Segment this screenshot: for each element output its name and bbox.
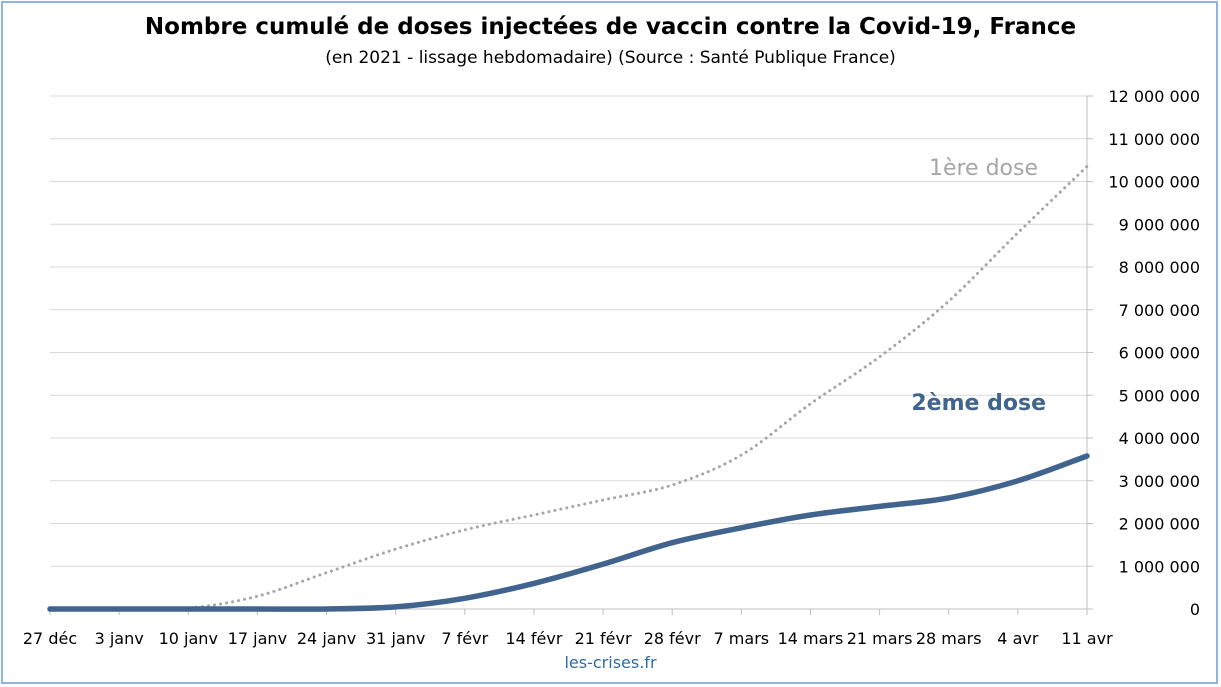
y-tick-label: 11 000 000 [1108, 130, 1200, 149]
x-tick-label: 31 janv [366, 629, 425, 648]
y-tick-label: 4 000 000 [1119, 429, 1200, 448]
y-tick-label: 1 000 000 [1119, 557, 1200, 576]
x-tick-label: 3 janv [95, 629, 144, 648]
x-tick-label: 21 févr [575, 629, 632, 648]
x-tick-label: 14 févr [505, 629, 562, 648]
y-tick-label: 10 000 000 [1108, 173, 1200, 192]
x-tick-label: 24 janv [297, 629, 356, 648]
x-tick-label: 14 mars [778, 629, 844, 648]
series-line-1 [48, 165, 1089, 611]
x-tick-label: 28 mars [916, 629, 982, 648]
series-lines [47, 165, 1090, 612]
y-tick-label: 12 000 000 [1108, 87, 1200, 106]
chart-subtitle: (en 2021 - lissage hebdomadaire) (Source… [325, 48, 896, 68]
x-tick-label: 27 déc [23, 629, 77, 648]
x-tick-label: 4 avr [997, 629, 1039, 648]
gridlines [50, 95, 1087, 567]
x-tick-label: 11 avr [1061, 629, 1113, 648]
y-tick-label: 7 000 000 [1119, 301, 1200, 320]
x-tick-label: 10 janv [159, 629, 218, 648]
y-tick-label: 8 000 000 [1119, 258, 1200, 277]
x-tick-label: 28 févr [644, 629, 701, 648]
y-tick-label: 6 000 000 [1119, 344, 1200, 363]
chart-title: Nombre cumulé de doses injectées de vacc… [144, 14, 1077, 40]
source-credit: les-crises.fr [564, 653, 657, 672]
x-tick-label: 7 mars [714, 629, 770, 648]
axes: 0 1 000 000 2 000 000 3 000 000 4 000 000 5 0… [23, 87, 1200, 648]
x-tick-label: 7 févr [441, 629, 488, 648]
x-tick-label: 21 mars [847, 629, 913, 648]
y-tick-label: 3 000 000 [1119, 472, 1200, 491]
series-labels: 1ère dose 2ème dose [911, 156, 1046, 416]
x-tick-label: 17 janv [228, 629, 287, 648]
y-tick-label: 0 [1190, 600, 1200, 619]
series-label-2eme-dose: 2ème dose [911, 391, 1046, 416]
series-line-2 [47, 453, 1090, 612]
y-tick-label: 2 000 000 [1119, 515, 1200, 534]
y-tick-label: 9 000 000 [1119, 215, 1200, 234]
y-tick-label: 5 000 000 [1119, 386, 1200, 405]
series-label-1ere-dose: 1ère dose [929, 156, 1038, 181]
